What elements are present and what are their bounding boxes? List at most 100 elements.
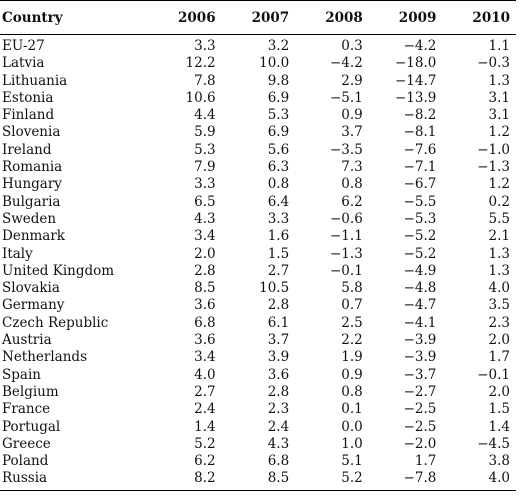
value-cell: 0.8: [341, 176, 363, 193]
table-row: Lithuania 7.8 9.8 2.9 −14.7 1.3: [0, 73, 516, 90]
table-row: Italy 2.0 1.5 −1.3 −5.2 1.3: [0, 246, 516, 263]
table-row: Slovakia 8.5 10.5 5.8 −4.8 4.0: [0, 280, 516, 297]
table-row: Russia 8.2 8.5 5.2 −7.8 4.0: [0, 470, 516, 491]
value-cell: −2.5: [403, 418, 437, 435]
value-cell: 1.3: [488, 245, 510, 262]
value-cell: 2.3: [267, 401, 290, 418]
table-row: Slovenia 5.9 6.9 3.7 −8.1 1.2: [0, 124, 516, 141]
value-cell: 5.8: [341, 280, 363, 297]
country-cell: Netherlands: [2, 349, 87, 366]
value-cell: 0.3: [341, 38, 363, 54]
value-cell: 5.2: [295, 470, 369, 491]
country-cell: EU-27: [2, 38, 45, 54]
value-cell: −18.0: [395, 55, 437, 72]
value-cell: −7.8: [368, 470, 443, 491]
table-row: Estonia 10.6 6.9 −5.1 −13.9 3.1: [0, 90, 516, 107]
table-row: Bulgaria 6.5 6.4 6.2 −5.5 0.2: [0, 194, 516, 211]
value-cell: 5.1: [341, 453, 363, 470]
table-row: Poland 6.2 6.8 5.1 1.7 3.8: [0, 453, 516, 470]
value-cell: 2.5: [341, 314, 363, 331]
country-cell: Lithuania: [2, 72, 68, 89]
value-cell: 12.2: [185, 55, 216, 72]
country-cell: Slovakia: [2, 280, 60, 297]
table-row: France 2.4 2.3 0.1 −2.5 1.5: [0, 401, 516, 418]
country-cell: France: [2, 401, 51, 418]
value-cell: 0.8: [341, 383, 363, 400]
value-cell: −0.1: [330, 262, 363, 279]
value-cell: 6.9: [267, 89, 290, 106]
value-cell: 3.3: [267, 210, 290, 227]
value-cell: 4.0: [194, 366, 216, 383]
value-cell: 9.8: [267, 72, 290, 89]
value-cell: 2.8: [267, 383, 290, 400]
value-cell: 1.5: [267, 245, 290, 262]
table-body: EU-27 3.3 3.2 0.3 −4.2 1.1 Latvia 12.2 10.0 −4.2−…: [0, 35, 516, 491]
value-cell: 1.4: [194, 418, 216, 435]
value-cell: 6.4: [267, 193, 290, 210]
country-cell: Estonia: [2, 89, 54, 106]
value-cell: −0.6: [330, 210, 363, 227]
column-header-2008: 2008: [295, 0, 369, 35]
value-cell: 0.0: [341, 418, 363, 435]
value-cell: 1.9: [341, 349, 363, 366]
value-cell: −8.2: [403, 107, 437, 124]
value-cell: 1.2: [488, 176, 510, 193]
value-cell: −13.9: [395, 89, 437, 106]
value-cell: −5.1: [330, 89, 363, 106]
value-cell: 2.0: [194, 245, 216, 262]
value-cell: −3.7: [403, 366, 437, 383]
value-cell: 5.2: [194, 435, 216, 452]
value-cell: 10.6: [185, 89, 216, 106]
country-cell: Romania: [2, 159, 63, 176]
value-cell: 5.3: [267, 107, 290, 124]
value-cell: 3.3: [194, 176, 216, 193]
value-cell: 2.8: [194, 262, 216, 279]
value-cell: −7.6: [403, 141, 437, 158]
column-header-country: Country: [0, 0, 148, 35]
country-cell: Italy: [2, 245, 33, 262]
value-cell: 4.4: [194, 107, 216, 124]
value-cell: 8.5: [194, 280, 216, 297]
value-cell: 3.1: [488, 107, 510, 124]
gdp-growth-table: Country 2006 2007 2008 2009 2010 EU-27 3.…: [0, 0, 516, 491]
table-row: EU-27 3.3 3.2 0.3 −4.2 1.1: [0, 35, 516, 56]
value-cell: 3.6: [194, 332, 216, 349]
country-cell: Russia: [0, 470, 148, 491]
table-header: Country 2006 2007 2008 2009 2010: [0, 0, 516, 35]
value-cell: 4.0: [442, 470, 516, 491]
value-cell: 6.5: [194, 193, 216, 210]
country-cell: Germany: [2, 297, 65, 314]
value-cell: 2.1: [488, 228, 510, 245]
value-cell: 2.4: [194, 401, 216, 418]
table-row: Romania 7.9 6.3 7.3 −7.1 −1.3: [0, 159, 516, 176]
value-cell: 4.3: [194, 210, 216, 227]
table-row: Hungary 3.3 0.8 0.8 −6.7 1.2: [0, 176, 516, 193]
column-header-2010: 2010: [442, 0, 516, 35]
country-cell: Bulgaria: [2, 193, 61, 210]
value-cell: −5.3: [403, 210, 437, 227]
value-cell: 0.8: [267, 176, 290, 193]
value-cell: −6.7: [403, 176, 437, 193]
value-cell: 3.6: [194, 297, 216, 314]
country-cell: Spain: [2, 366, 41, 383]
value-cell: 6.3: [267, 159, 290, 176]
value-cell: −7.1: [403, 159, 437, 176]
value-cell: 0.2: [488, 193, 510, 210]
value-cell: 5.5: [488, 210, 510, 227]
value-cell: 1.5: [488, 401, 510, 418]
value-cell: 2.3: [488, 314, 510, 331]
value-cell: 5.3: [194, 141, 216, 158]
table-row: Spain 4.0 3.6 0.9 −3.7 −0.1: [0, 367, 516, 384]
value-cell: 8.2: [148, 470, 222, 491]
country-cell: Finland: [2, 107, 55, 124]
value-cell: 6.1: [267, 314, 290, 331]
country-cell: Denmark: [2, 228, 65, 245]
value-cell: 2.8: [267, 297, 290, 314]
value-cell: 10.0: [259, 55, 290, 72]
table-row: Austria 3.6 3.7 2.2 −3.9 2.0: [0, 332, 516, 349]
column-header-2007: 2007: [221, 0, 296, 35]
value-cell: 5.6: [267, 141, 290, 158]
table-row: Ireland 5.3 5.6 −3.5 −7.6 −1.0: [0, 142, 516, 159]
value-cell: −0.1: [477, 366, 510, 383]
